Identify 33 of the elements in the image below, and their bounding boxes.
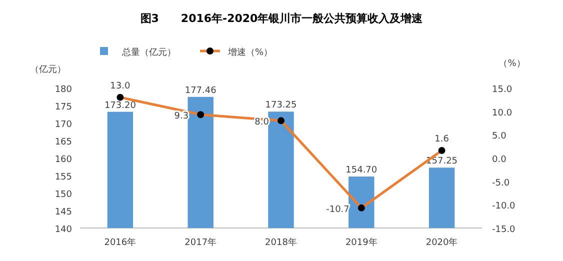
y-tick-label: 170 <box>54 120 72 130</box>
legend-label: 增速（%） <box>227 47 273 58</box>
y2-tick-label: -10.0 <box>492 202 516 212</box>
data-label: 154.70 <box>346 166 378 176</box>
x-tick-label: 2016年 <box>104 237 136 248</box>
y-tick-label: 140 <box>54 225 72 235</box>
x-tick-label: 2019年 <box>345 237 378 248</box>
y2-axis-title: （%） <box>498 59 526 69</box>
data-label: 13.0 <box>110 81 130 92</box>
y-tick-label: 165 <box>54 138 72 148</box>
data-label: 1.6 <box>434 134 450 145</box>
x-tick-label: 2020年 <box>426 237 458 248</box>
y-tick-label: 175 <box>54 102 72 112</box>
y2-tick-label: 10.0 <box>492 108 512 118</box>
x-tick-label: 2018年 <box>265 237 297 248</box>
y2-tick-label: 15.0 <box>492 85 512 95</box>
legend-label: 总量（亿元） <box>121 47 176 58</box>
data-label: 173.20 <box>104 100 136 111</box>
y2-tick-label: -5.0 <box>492 178 510 188</box>
x-tick-label: 2017年 <box>184 237 217 248</box>
data-label: 173.25 <box>265 100 297 111</box>
y2-tick-label: 0.0 <box>492 155 507 165</box>
y-tick-label: 145 <box>54 208 72 218</box>
data-label: 9.3 <box>174 112 189 122</box>
y-axis-title: （亿元） <box>30 64 66 75</box>
y2-tick-label: 5.0 <box>492 132 507 142</box>
y2-tick-label: -15.0 <box>492 225 516 235</box>
y-tick-label: 150 <box>54 190 72 200</box>
chart-title: 图3 2016年-2020年银川市一般公共预算收入及增速 <box>140 12 424 25</box>
y-tick-label: 160 <box>54 155 72 165</box>
y-tick-label: 180 <box>54 85 72 95</box>
y-tick-label: 155 <box>54 172 72 182</box>
data-label: 177.46 <box>184 86 217 96</box>
